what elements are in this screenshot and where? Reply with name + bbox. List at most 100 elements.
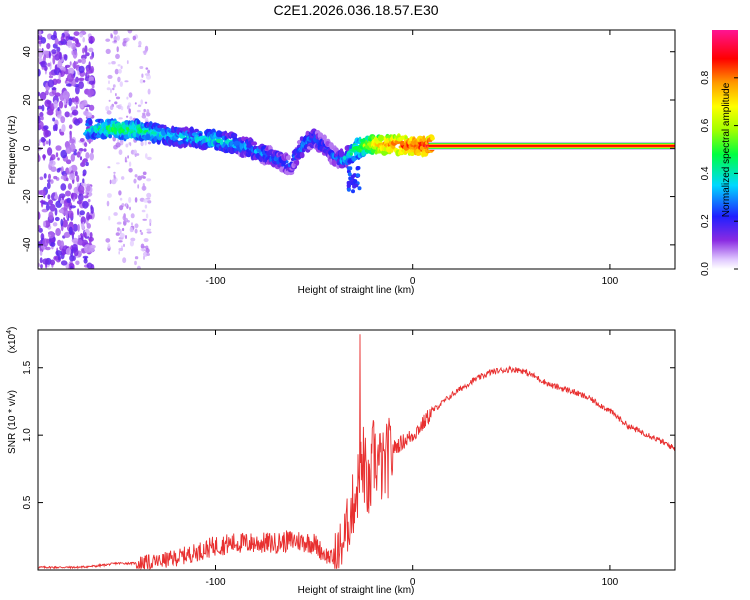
- ridge-blob: [338, 163, 346, 169]
- noise-blob: [78, 81, 84, 89]
- noise-blob: [125, 143, 129, 148]
- noise-blob: [69, 205, 77, 209]
- ridge-blob: [338, 150, 345, 158]
- noise-blob: [120, 233, 125, 239]
- noise-blob: [41, 104, 45, 112]
- noise-blob: [48, 231, 55, 239]
- noise-blob: [73, 151, 77, 156]
- noise-blob: [123, 243, 125, 248]
- noise-blob: [47, 194, 51, 200]
- noise-blob: [137, 184, 140, 189]
- noise-blob: [45, 140, 49, 145]
- ridge-blob: [409, 152, 415, 156]
- noise-blob: [119, 104, 122, 107]
- noise-blob: [108, 215, 111, 221]
- ridge-blob: [220, 139, 224, 146]
- ridge-blob: [355, 166, 360, 170]
- noise-blob: [38, 57, 43, 63]
- noise-blob: [86, 112, 93, 119]
- noise-blob: [63, 217, 66, 221]
- noise-blob: [127, 155, 129, 159]
- noise-blob: [43, 173, 47, 179]
- noise-blob: [65, 210, 69, 219]
- snr-ytick-label: 1.5: [22, 360, 33, 374]
- noise-blob: [143, 255, 145, 260]
- noise-blob: [78, 77, 85, 82]
- noise-blob: [106, 87, 111, 91]
- noise-blob: [106, 200, 110, 207]
- noise-blob: [76, 151, 81, 158]
- noise-blob: [73, 118, 81, 126]
- noise-blob: [143, 251, 148, 257]
- noise-blob: [139, 229, 142, 233]
- noise-blob: [70, 266, 74, 269]
- spectrogram-xtick-label: 0: [410, 276, 416, 287]
- noise-blob: [45, 246, 51, 251]
- band-core: [428, 144, 675, 147]
- noise-blob: [105, 238, 111, 243]
- spectrogram-xtick-label: 100: [602, 276, 619, 287]
- noise-blob: [39, 111, 44, 118]
- snr-multiplier: (x104): [6, 327, 18, 354]
- noise-blob: [38, 68, 41, 77]
- noise-blob: [38, 142, 41, 147]
- noise-blob: [60, 260, 68, 266]
- noise-blob: [89, 244, 95, 253]
- noise-blob: [53, 175, 58, 180]
- noise-blob: [142, 218, 147, 221]
- ridge-blob: [350, 181, 355, 186]
- ridge-blob: [347, 172, 352, 177]
- noise-blob: [68, 67, 75, 76]
- ridge-blob: [350, 174, 355, 179]
- noise-blob: [111, 179, 117, 185]
- noise-blob: [109, 105, 114, 111]
- ridge-blob: [354, 183, 359, 188]
- ridge-blob: [346, 187, 351, 192]
- noise-blob: [146, 156, 152, 161]
- snr-xlabel: Height of straight line (km): [298, 585, 415, 596]
- ridge-blob: [194, 128, 199, 133]
- noise-blob: [126, 115, 129, 118]
- noise-blob: [114, 101, 118, 105]
- noise-blob: [65, 190, 71, 197]
- noise-blob: [131, 222, 133, 226]
- noise-blob: [143, 108, 146, 113]
- spectrogram-ytick-label: 0: [22, 145, 33, 151]
- noise-blob: [147, 141, 152, 145]
- noise-blob: [124, 80, 129, 83]
- noise-blob: [149, 218, 152, 224]
- noise-blob: [118, 117, 123, 120]
- noise-blob: [69, 255, 75, 262]
- noise-blob: [58, 72, 61, 80]
- noise-blob: [108, 80, 110, 85]
- noise-blob: [67, 183, 72, 190]
- noise-blob: [71, 111, 77, 116]
- noise-blob: [72, 49, 78, 59]
- noise-blob: [54, 54, 60, 61]
- noise-blob: [119, 228, 122, 235]
- ridge-blob: [416, 152, 422, 156]
- noise-blob: [129, 227, 133, 233]
- noise-blob: [116, 35, 120, 41]
- noise-blob: [81, 159, 85, 165]
- noise-blob: [106, 110, 112, 115]
- noise-blob: [118, 240, 123, 243]
- noise-blob: [86, 223, 92, 229]
- noise-blob: [60, 35, 64, 42]
- noise-blob: [47, 62, 51, 67]
- noise-blob: [56, 168, 61, 173]
- noise-blob: [109, 179, 112, 185]
- noise-blob: [115, 93, 117, 97]
- ridge-blob: [348, 166, 353, 171]
- noise-blob: [144, 73, 150, 76]
- noise-blob: [49, 259, 56, 266]
- noise-blob: [72, 61, 77, 69]
- noise-blob: [66, 197, 72, 204]
- noise-blob: [134, 260, 137, 266]
- snr-line: [38, 334, 675, 570]
- noise-blob: [82, 36, 85, 43]
- colorbar-label: Normalized spectral amplitude: [721, 82, 732, 217]
- noise-blob: [75, 42, 81, 48]
- noise-blob: [119, 205, 124, 211]
- noise-blob: [145, 248, 150, 254]
